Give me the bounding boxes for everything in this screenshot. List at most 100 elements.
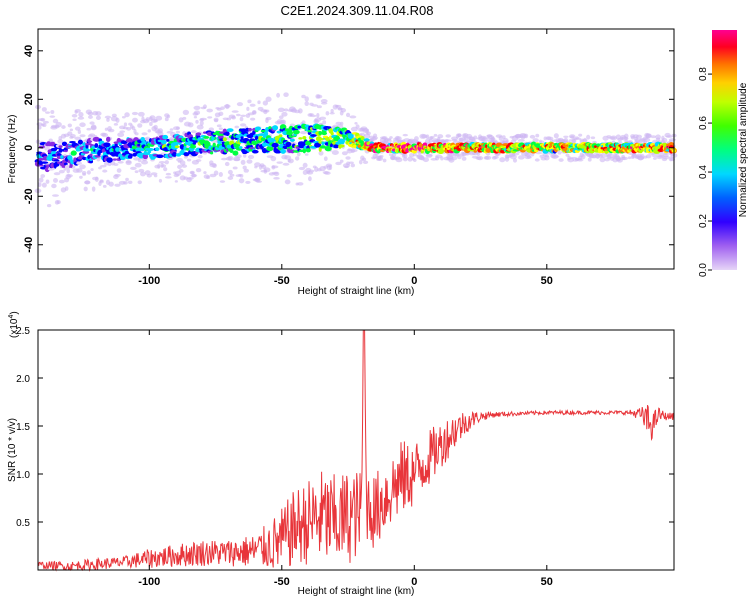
spectrogram-cell — [161, 164, 167, 168]
spectrogram-cell — [250, 117, 256, 121]
spectrogram-frame — [37, 28, 675, 270]
spectrogram-cell — [319, 145, 326, 149]
spectrogram-cell — [145, 117, 150, 122]
spectrogram-cell — [50, 147, 58, 152]
spectrogram-cell — [354, 121, 358, 125]
spectrogram-cell — [103, 142, 111, 148]
spectrogram-cell — [271, 142, 279, 148]
spectrogram-cell — [451, 156, 458, 161]
spectrogram-cell — [134, 162, 142, 168]
spectrogram-cell — [273, 171, 280, 177]
spectrogram-cell — [206, 108, 214, 113]
spectrogram-cell — [119, 130, 126, 133]
spectrogram-cell — [66, 168, 71, 174]
spectrogram-cell — [361, 157, 367, 162]
spectrogram-cell — [175, 126, 180, 130]
spectrogram-cell — [138, 152, 145, 156]
spectrogram-cell — [328, 164, 333, 170]
spectrogram-cell — [147, 129, 152, 133]
spectrogram-cell — [52, 194, 59, 197]
spectrogram-cell — [219, 180, 226, 183]
spectrogram-cell — [94, 143, 99, 148]
spectrogram-cell — [114, 183, 121, 187]
spectrogram-cell — [330, 108, 334, 113]
spectrogram-cell — [403, 153, 408, 159]
spectrogram-cell — [257, 100, 261, 105]
spectrogram-cell — [99, 164, 107, 168]
spectrogram-cell — [535, 151, 543, 155]
spectrogram-cell — [256, 180, 262, 183]
spectrogram-cell — [218, 111, 224, 116]
spectrogram-cell — [309, 114, 317, 118]
spectrogram-cell — [115, 117, 120, 123]
spectrogram-cell — [310, 134, 317, 137]
spectrogram-ytick-label: 0 — [23, 145, 35, 151]
spectrogram-cell — [288, 135, 294, 138]
spectrogram-cell — [227, 155, 234, 161]
spectrogram-cell — [132, 117, 138, 123]
spectrogram-cell — [277, 107, 285, 113]
spectrogram-cell — [161, 139, 167, 145]
spectrogram-cell — [79, 164, 86, 170]
spectrogram-cell — [304, 124, 310, 128]
spectrogram-cell — [58, 145, 63, 149]
spectrogram-cell — [218, 127, 223, 131]
spectrogram-cell — [338, 144, 345, 148]
spectrogram-cell — [440, 156, 444, 161]
spectrogram-cell — [321, 141, 325, 146]
spectrogram-cell — [187, 122, 194, 128]
spectrogram-cell — [344, 165, 349, 169]
spectrogram-cell — [425, 153, 433, 158]
spectrogram-cell — [137, 123, 143, 128]
spectrogram-cell — [345, 112, 351, 118]
spectrogram-cell — [77, 129, 81, 135]
spectrogram-cell — [249, 103, 256, 107]
snr-ytick-label: 1.5 — [16, 422, 30, 433]
spectrogram-xtick-label: -50 — [274, 275, 290, 287]
colorbar-tick-label: 0.0 — [698, 263, 709, 277]
spectrogram-cell — [557, 151, 562, 155]
spectrogram-cell — [509, 154, 517, 160]
spectrogram-cell — [388, 153, 394, 157]
spectrogram-cell — [305, 148, 311, 153]
spectrogram-cell — [209, 151, 214, 155]
spectrogram-cell — [242, 165, 247, 170]
spectrogram-cell — [349, 115, 357, 119]
spectrogram-cell — [513, 152, 520, 156]
spectrogram-cell — [276, 130, 282, 134]
snr-ytick-label: 2.5 — [16, 326, 30, 337]
spectrogram-cell — [37, 182, 42, 187]
spectrogram-cell — [444, 139, 452, 142]
spectrogram-cell — [445, 134, 451, 138]
spectrogram-cell — [189, 170, 195, 175]
spectrogram-cell — [433, 133, 438, 137]
spectrogram-cell — [166, 138, 170, 142]
spectrogram-cell — [302, 162, 308, 168]
spectrogram-cell — [639, 153, 645, 160]
spectrogram-cell — [164, 116, 169, 122]
spectrogram-cell — [92, 136, 100, 142]
spectrogram-cell — [272, 125, 279, 131]
snr-ylabel: SNR (10 * v/v) — [7, 418, 18, 482]
spectrogram-cell — [51, 183, 57, 189]
spectrogram-cell — [260, 129, 266, 133]
spectrogram-cell — [79, 154, 85, 158]
spectrogram-cell — [37, 125, 42, 130]
spectrogram-cell — [104, 127, 109, 131]
spectrogram-ytick-label: -40 — [23, 237, 35, 253]
spectrogram-ytick-label: 20 — [23, 93, 35, 105]
spectrogram-cell — [320, 99, 328, 103]
snr-ytick-label: 0.5 — [16, 518, 30, 529]
spectrogram-ytick-label: -20 — [23, 188, 35, 204]
spectrogram-cell — [298, 166, 306, 171]
spectrogram-cell — [137, 180, 142, 185]
spectrogram-cell — [117, 132, 125, 138]
spectrogram-cell — [558, 158, 564, 162]
spectrogram-cell — [195, 167, 202, 173]
spectrogram-cell — [512, 158, 518, 163]
spectrogram-cell — [278, 115, 284, 120]
spectrogram-cell — [297, 108, 303, 114]
spectrogram-cell — [177, 164, 182, 170]
snr-frame — [37, 329, 675, 571]
